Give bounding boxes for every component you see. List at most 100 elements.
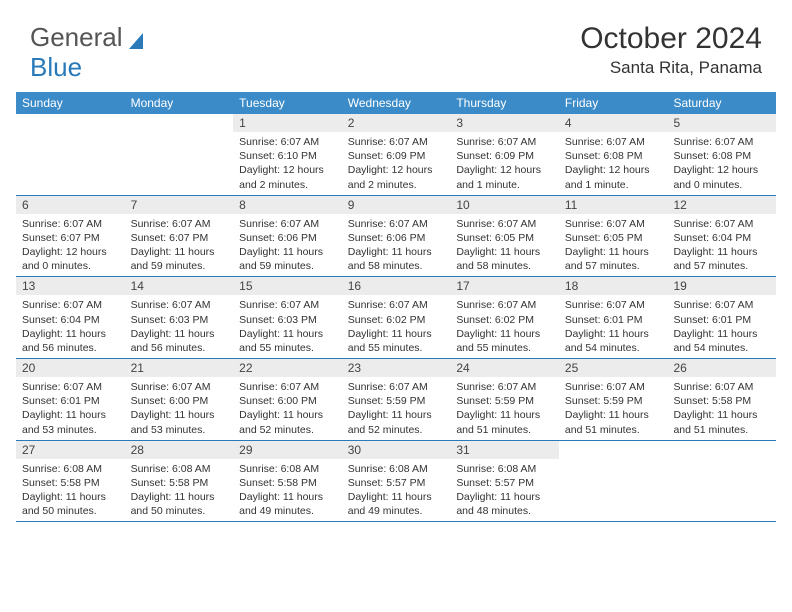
day-body: Sunrise: 6:07 AMSunset: 6:08 PMDaylight:… <box>667 132 776 195</box>
day-cell: 30Sunrise: 6:08 AMSunset: 5:57 PMDayligh… <box>342 441 451 522</box>
day-number: 10 <box>450 196 559 214</box>
day-number: 8 <box>233 196 342 214</box>
sunrise-text: Sunrise: 6:07 AM <box>565 135 662 149</box>
day-cell: 15Sunrise: 6:07 AMSunset: 6:03 PMDayligh… <box>233 277 342 358</box>
sunrise-text: Sunrise: 6:07 AM <box>22 298 119 312</box>
day-body: Sunrise: 6:07 AMSunset: 6:01 PMDaylight:… <box>667 295 776 358</box>
day-cell <box>667 441 776 522</box>
sunset-text: Sunset: 5:58 PM <box>239 476 336 490</box>
sunset-text: Sunset: 6:10 PM <box>239 149 336 163</box>
day-number: 18 <box>559 277 668 295</box>
day-number: 17 <box>450 277 559 295</box>
day-body: Sunrise: 6:08 AMSunset: 5:58 PMDaylight:… <box>125 459 234 522</box>
week-row: 1Sunrise: 6:07 AMSunset: 6:10 PMDaylight… <box>16 114 776 196</box>
sunrise-text: Sunrise: 6:07 AM <box>565 380 662 394</box>
day-body: Sunrise: 6:07 AMSunset: 5:59 PMDaylight:… <box>559 377 668 440</box>
sunrise-text: Sunrise: 6:08 AM <box>239 462 336 476</box>
sunrise-text: Sunrise: 6:07 AM <box>239 135 336 149</box>
day-number: 24 <box>450 359 559 377</box>
daylight-text: Daylight: 11 hours and 49 minutes. <box>239 490 336 518</box>
day-body: Sunrise: 6:07 AMSunset: 6:09 PMDaylight:… <box>450 132 559 195</box>
sunrise-text: Sunrise: 6:07 AM <box>131 217 228 231</box>
daylight-text: Daylight: 11 hours and 50 minutes. <box>131 490 228 518</box>
daylight-text: Daylight: 11 hours and 51 minutes. <box>565 408 662 436</box>
day-cell: 3Sunrise: 6:07 AMSunset: 6:09 PMDaylight… <box>450 114 559 195</box>
day-number: 19 <box>667 277 776 295</box>
sunrise-text: Sunrise: 6:07 AM <box>131 298 228 312</box>
day-cell: 17Sunrise: 6:07 AMSunset: 6:02 PMDayligh… <box>450 277 559 358</box>
day-number: 13 <box>16 277 125 295</box>
sunset-text: Sunset: 6:06 PM <box>239 231 336 245</box>
day-cell: 6Sunrise: 6:07 AMSunset: 6:07 PMDaylight… <box>16 196 125 277</box>
sunset-text: Sunset: 6:09 PM <box>456 149 553 163</box>
day-cell: 24Sunrise: 6:07 AMSunset: 5:59 PMDayligh… <box>450 359 559 440</box>
sunrise-text: Sunrise: 6:07 AM <box>456 217 553 231</box>
day-body: Sunrise: 6:07 AMSunset: 6:04 PMDaylight:… <box>667 214 776 277</box>
daylight-text: Daylight: 11 hours and 59 minutes. <box>239 245 336 273</box>
day-body: Sunrise: 6:07 AMSunset: 5:59 PMDaylight:… <box>342 377 451 440</box>
day-number: 9 <box>342 196 451 214</box>
sunrise-text: Sunrise: 6:07 AM <box>239 217 336 231</box>
sunset-text: Sunset: 6:07 PM <box>131 231 228 245</box>
sunset-text: Sunset: 6:05 PM <box>565 231 662 245</box>
day-cell: 10Sunrise: 6:07 AMSunset: 6:05 PMDayligh… <box>450 196 559 277</box>
day-cell: 26Sunrise: 6:07 AMSunset: 5:58 PMDayligh… <box>667 359 776 440</box>
sunrise-text: Sunrise: 6:07 AM <box>565 217 662 231</box>
day-cell: 28Sunrise: 6:08 AMSunset: 5:58 PMDayligh… <box>125 441 234 522</box>
daylight-text: Daylight: 11 hours and 51 minutes. <box>673 408 770 436</box>
day-body: Sunrise: 6:07 AMSunset: 6:02 PMDaylight:… <box>342 295 451 358</box>
logo-sail-icon <box>127 31 147 53</box>
day-body: Sunrise: 6:07 AMSunset: 6:10 PMDaylight:… <box>233 132 342 195</box>
day-body: Sunrise: 6:07 AMSunset: 6:03 PMDaylight:… <box>233 295 342 358</box>
day-body: Sunrise: 6:07 AMSunset: 6:02 PMDaylight:… <box>450 295 559 358</box>
sunset-text: Sunset: 5:59 PM <box>456 394 553 408</box>
daylight-text: Daylight: 12 hours and 0 minutes. <box>673 163 770 191</box>
day-cell <box>559 441 668 522</box>
sunrise-text: Sunrise: 6:07 AM <box>22 380 119 394</box>
daylight-text: Daylight: 11 hours and 54 minutes. <box>565 327 662 355</box>
day-cell <box>125 114 234 195</box>
daylight-text: Daylight: 11 hours and 55 minutes. <box>348 327 445 355</box>
title-block: October 2024 Santa Rita, Panama <box>580 22 762 78</box>
sunrise-text: Sunrise: 6:07 AM <box>348 298 445 312</box>
daylight-text: Daylight: 11 hours and 59 minutes. <box>131 245 228 273</box>
day-body: Sunrise: 6:08 AMSunset: 5:57 PMDaylight:… <box>342 459 451 522</box>
sunset-text: Sunset: 6:07 PM <box>22 231 119 245</box>
day-number: 11 <box>559 196 668 214</box>
weekday-monday: Monday <box>125 92 234 114</box>
day-number: 16 <box>342 277 451 295</box>
daylight-text: Daylight: 11 hours and 56 minutes. <box>131 327 228 355</box>
sunset-text: Sunset: 6:06 PM <box>348 231 445 245</box>
day-cell: 25Sunrise: 6:07 AMSunset: 5:59 PMDayligh… <box>559 359 668 440</box>
daylight-text: Daylight: 11 hours and 50 minutes. <box>22 490 119 518</box>
day-number: 27 <box>16 441 125 459</box>
day-number: 22 <box>233 359 342 377</box>
sunrise-text: Sunrise: 6:07 AM <box>348 217 445 231</box>
daylight-text: Daylight: 12 hours and 1 minute. <box>456 163 553 191</box>
sunset-text: Sunset: 6:02 PM <box>348 313 445 327</box>
weeks-container: 1Sunrise: 6:07 AMSunset: 6:10 PMDaylight… <box>16 114 776 522</box>
day-body: Sunrise: 6:07 AMSunset: 6:07 PMDaylight:… <box>125 214 234 277</box>
daylight-text: Daylight: 11 hours and 48 minutes. <box>456 490 553 518</box>
day-cell: 1Sunrise: 6:07 AMSunset: 6:10 PMDaylight… <box>233 114 342 195</box>
sunrise-text: Sunrise: 6:07 AM <box>348 380 445 394</box>
day-cell: 31Sunrise: 6:08 AMSunset: 5:57 PMDayligh… <box>450 441 559 522</box>
day-body: Sunrise: 6:07 AMSunset: 6:06 PMDaylight:… <box>342 214 451 277</box>
day-body: Sunrise: 6:07 AMSunset: 6:08 PMDaylight:… <box>559 132 668 195</box>
day-body: Sunrise: 6:07 AMSunset: 6:01 PMDaylight:… <box>16 377 125 440</box>
sunrise-text: Sunrise: 6:08 AM <box>348 462 445 476</box>
weekday-sunday: Sunday <box>16 92 125 114</box>
day-number: 12 <box>667 196 776 214</box>
daylight-text: Daylight: 11 hours and 53 minutes. <box>22 408 119 436</box>
daylight-text: Daylight: 11 hours and 49 minutes. <box>348 490 445 518</box>
day-body: Sunrise: 6:07 AMSunset: 6:05 PMDaylight:… <box>559 214 668 277</box>
daylight-text: Daylight: 12 hours and 0 minutes. <box>22 245 119 273</box>
day-body: Sunrise: 6:07 AMSunset: 6:06 PMDaylight:… <box>233 214 342 277</box>
day-body: Sunrise: 6:07 AMSunset: 6:00 PMDaylight:… <box>233 377 342 440</box>
weekday-saturday: Saturday <box>667 92 776 114</box>
day-number: 2 <box>342 114 451 132</box>
day-body: Sunrise: 6:07 AMSunset: 6:03 PMDaylight:… <box>125 295 234 358</box>
weekday-thursday: Thursday <box>450 92 559 114</box>
daylight-text: Daylight: 11 hours and 57 minutes. <box>673 245 770 273</box>
weekday-header-row: Sunday Monday Tuesday Wednesday Thursday… <box>16 92 776 114</box>
